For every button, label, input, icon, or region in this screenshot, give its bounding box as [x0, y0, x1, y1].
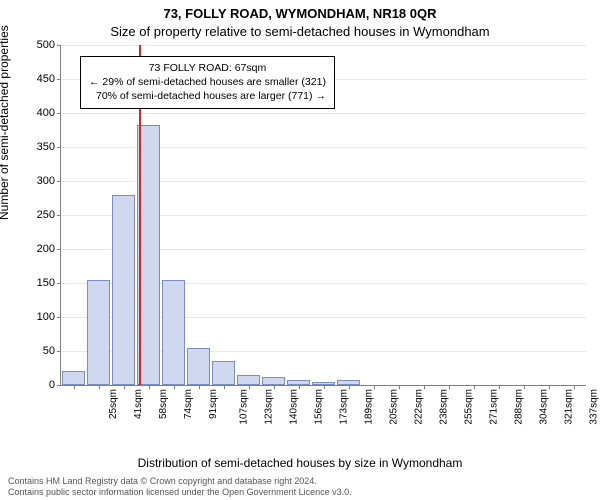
xtick-mark [274, 385, 275, 389]
ytick-mark [57, 79, 61, 80]
xtick-mark [224, 385, 225, 389]
xtick-mark [249, 385, 250, 389]
xtick-mark [549, 385, 550, 389]
xtick-label: 321sqm [563, 389, 574, 425]
histogram-bar [237, 375, 260, 385]
ytick-mark [57, 45, 61, 46]
ytick-mark [57, 181, 61, 182]
xtick-mark [99, 385, 100, 389]
xtick-label: 25sqm [108, 389, 119, 419]
xtick-label: 41sqm [133, 389, 144, 419]
xtick-label: 238sqm [438, 389, 449, 425]
xtick-mark [174, 385, 175, 389]
histogram-bar [162, 280, 185, 385]
xtick-label: 156sqm [313, 389, 324, 425]
xtick-label: 255sqm [463, 389, 474, 425]
ytick-mark [57, 147, 61, 148]
xtick-mark [374, 385, 375, 389]
xtick-mark [524, 385, 525, 389]
histogram-bar [187, 348, 210, 385]
xtick-label: 140sqm [288, 389, 299, 425]
annotation-line3: 70% of semi-detached houses are larger (… [89, 89, 326, 103]
ytick-label: 400 [37, 107, 55, 119]
annotation-box: 73 FOLLY ROAD: 67sqm ← 29% of semi-detac… [80, 56, 335, 109]
ytick-mark [57, 113, 61, 114]
xtick-mark [349, 385, 350, 389]
xtick-mark [449, 385, 450, 389]
xtick-mark [124, 385, 125, 389]
title-line1: 73, FOLLY ROAD, WYMONDHAM, NR18 0QR [0, 6, 600, 21]
footer-line2: Contains public sector information licen… [8, 487, 592, 498]
xtick-mark [199, 385, 200, 389]
ytick-label: 500 [37, 39, 55, 51]
xtick-label: 173sqm [338, 389, 349, 425]
xtick-mark [499, 385, 500, 389]
xtick-mark [324, 385, 325, 389]
ytick-mark [57, 317, 61, 318]
histogram-bar [87, 280, 110, 385]
xtick-label: 58sqm [158, 389, 169, 419]
xtick-label: 91sqm [208, 389, 219, 419]
xtick-label: 107sqm [238, 389, 249, 425]
ytick-label: 100 [37, 311, 55, 323]
xtick-mark [574, 385, 575, 389]
ytick-label: 150 [37, 277, 55, 289]
histogram-bar [212, 361, 235, 385]
annotation-line2: ← 29% of semi-detached houses are smalle… [89, 75, 326, 89]
xtick-mark [424, 385, 425, 389]
histogram-bar [262, 377, 285, 385]
x-axis-label: Distribution of semi-detached houses by … [0, 456, 600, 470]
xtick-label: 288sqm [513, 389, 524, 425]
ytick-label: 200 [37, 243, 55, 255]
ytick-label: 50 [43, 345, 55, 357]
xtick-label: 189sqm [363, 389, 374, 425]
ytick-mark [57, 215, 61, 216]
xtick-mark [299, 385, 300, 389]
xtick-label: 222sqm [413, 389, 424, 425]
ytick-label: 300 [37, 175, 55, 187]
footer-line1: Contains HM Land Registry data © Crown c… [8, 476, 592, 487]
xtick-mark [399, 385, 400, 389]
xtick-label: 74sqm [183, 389, 194, 419]
xtick-mark [74, 385, 75, 389]
xtick-label: 205sqm [388, 389, 399, 425]
annotation-line1: 73 FOLLY ROAD: 67sqm [89, 61, 326, 75]
xtick-mark [474, 385, 475, 389]
ytick-label: 450 [37, 73, 55, 85]
ytick-label: 0 [49, 379, 55, 391]
histogram-bar [112, 195, 135, 385]
xtick-label: 123sqm [263, 389, 274, 425]
ytick-label: 350 [37, 141, 55, 153]
ytick-mark [57, 283, 61, 284]
ytick-mark [57, 385, 61, 386]
xtick-label: 304sqm [538, 389, 549, 425]
y-axis-label: Number of semi-detached properties [0, 25, 11, 220]
xtick-label: 337sqm [588, 389, 599, 425]
ytick-label: 250 [37, 209, 55, 221]
ytick-mark [57, 249, 61, 250]
xtick-label: 271sqm [488, 389, 499, 425]
xtick-mark [149, 385, 150, 389]
title-line2: Size of property relative to semi-detach… [0, 24, 600, 39]
footer-attribution: Contains HM Land Registry data © Crown c… [8, 476, 592, 499]
ytick-mark [57, 351, 61, 352]
histogram-bar [62, 371, 85, 385]
